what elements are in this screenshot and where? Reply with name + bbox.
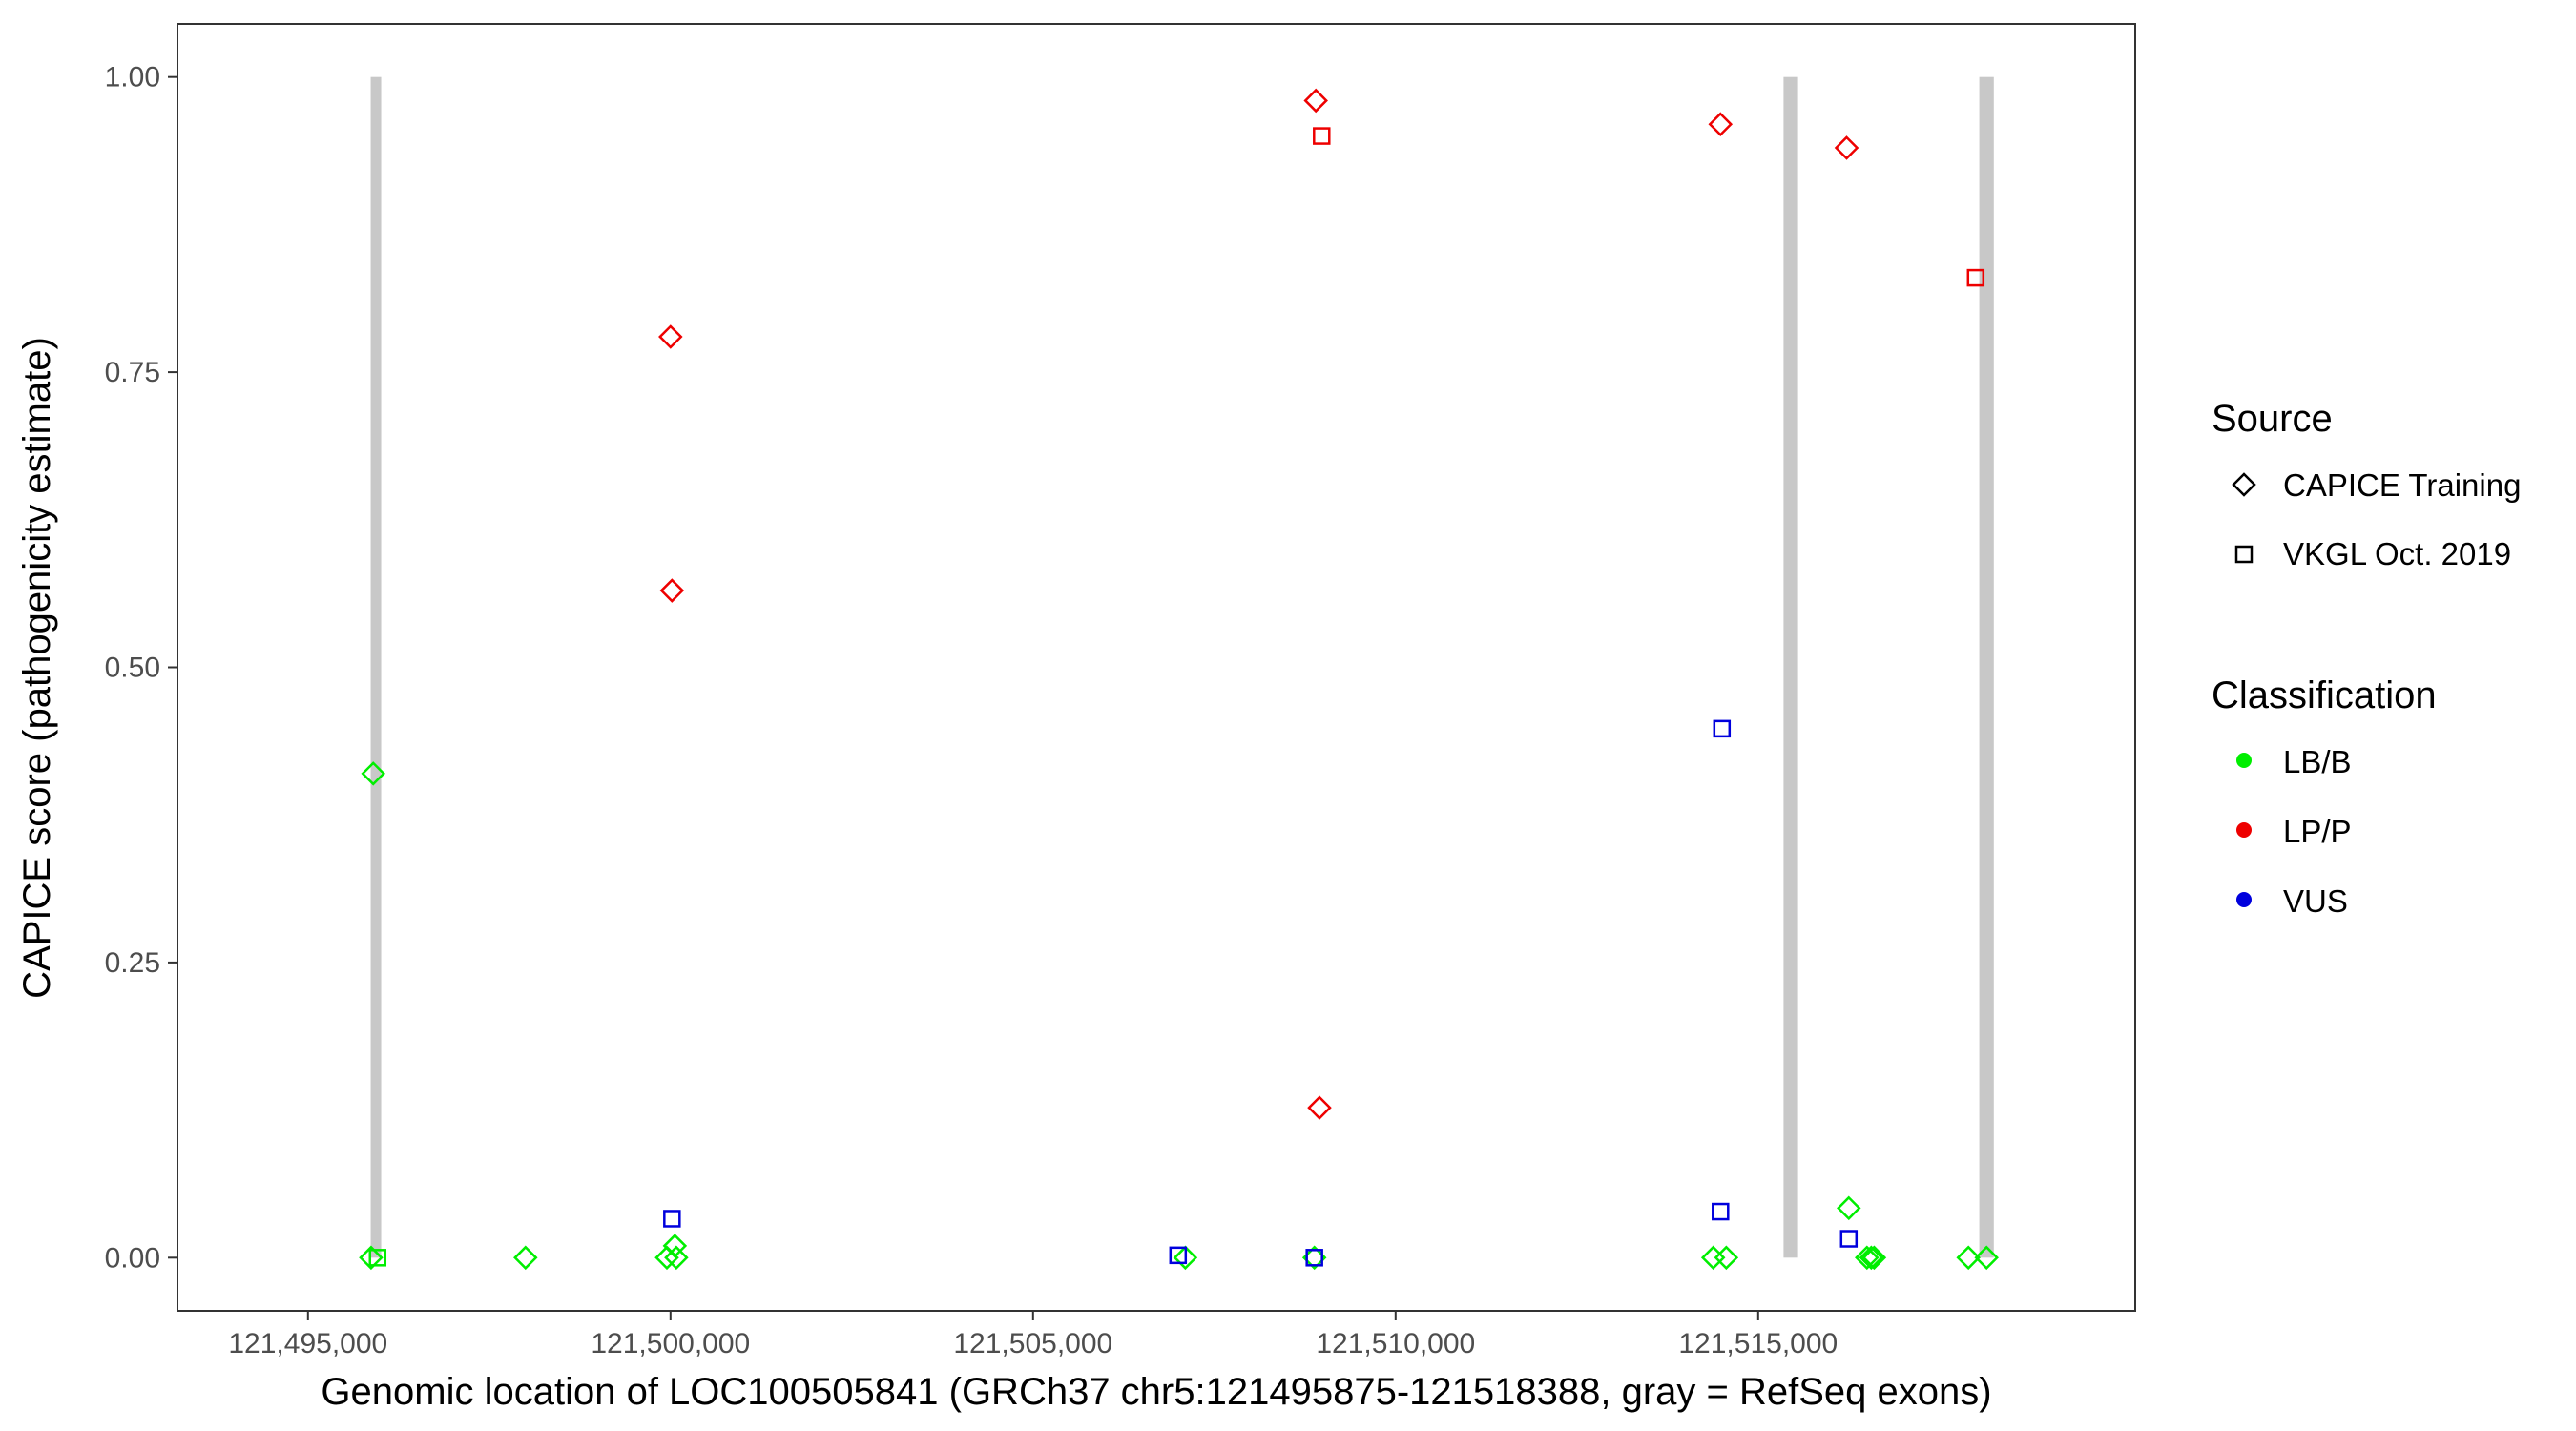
data-point-square (663, 1210, 681, 1228)
data-point-diamond (1974, 1245, 1999, 1271)
x-axis-title: Genomic location of LOC100505841 (GRCh37… (321, 1371, 1991, 1413)
x-tick-label: 121,510,000 (1316, 1328, 1475, 1359)
y-tick-label: 1.00 (105, 62, 160, 93)
data-point-diamond (1834, 135, 1859, 160)
legend-square-key (2234, 545, 2254, 564)
legend-label-vkgl: VKGL Oct. 2019 (2283, 536, 2511, 571)
data-point-square (368, 1249, 387, 1267)
legend-item-lp-p: LP/P (2236, 814, 2352, 849)
legend-item-capice-training: CAPICE Training (2232, 467, 2521, 503)
legend-item-vkgl: VKGL Oct. 2019 (2234, 536, 2511, 571)
legend-classification-title: Classification (2212, 674, 2437, 716)
x-tick-label: 121,505,000 (953, 1328, 1112, 1359)
data-point-diamond (659, 578, 685, 603)
exon-layer (370, 76, 1994, 1258)
legend-label-vus: VUS (2283, 883, 2348, 919)
legend-key-lb-b (2236, 753, 2252, 768)
data-point-diamond (359, 1245, 384, 1271)
data-point-diamond (1173, 1245, 1198, 1271)
data-point-diamond (1861, 1245, 1887, 1271)
data-point-diamond (513, 1245, 538, 1271)
legend: Source CAPICE Training VKGL Oct. 2019 Cl… (2212, 398, 2521, 919)
data-point-square (1966, 268, 1985, 287)
y-tick-label: 0.50 (105, 653, 160, 684)
data-point-diamond (1859, 1245, 1884, 1271)
exon-bar (370, 76, 382, 1258)
y-axis-title: CAPICE score (pathogenicity estimate) (16, 337, 58, 999)
data-point-diamond (1708, 112, 1734, 136)
data-point-diamond (1303, 88, 1328, 114)
data-point-diamond (1714, 1245, 1739, 1271)
legend-key-lp-p (2236, 822, 2252, 838)
x-axis: 121,495,000 121,500,000 121,505,000 121,510… (228, 1311, 1838, 1359)
data-point-square (1839, 1230, 1859, 1248)
data-point-diamond (1837, 1195, 1861, 1221)
legend-source-title: Source (2212, 398, 2333, 440)
y-tick-label: 0.25 (105, 947, 160, 979)
legend-item-lb-b: LB/B (2236, 744, 2352, 779)
data-point-diamond (1855, 1245, 1880, 1271)
x-tick-label: 121,495,000 (228, 1328, 387, 1359)
data-point-diamond (662, 1234, 688, 1258)
y-tick-label: 0.00 (105, 1242, 160, 1274)
x-tick-label: 121,500,000 (591, 1328, 750, 1359)
data-point-square (1712, 1202, 1730, 1221)
data-point-square (1169, 1246, 1188, 1265)
legend-key-vus (2236, 892, 2252, 907)
data-point-diamond (361, 761, 385, 786)
exon-bar (1783, 76, 1798, 1258)
legend-label-capice-training: CAPICE Training (2283, 467, 2521, 503)
y-tick-label: 0.75 (105, 357, 160, 388)
data-point-diamond (1956, 1245, 1981, 1271)
data-point-diamond (1307, 1095, 1332, 1120)
data-point-square (1313, 127, 1331, 145)
legend-label-lb-b: LB/B (2283, 744, 2352, 779)
exon-bar (1979, 76, 1994, 1258)
x-tick-label: 121,515,000 (1678, 1328, 1838, 1359)
data-point-diamond (658, 324, 683, 349)
y-axis: 0.00 0.25 0.50 0.75 1.00 (105, 62, 177, 1274)
data-point-square (1713, 719, 1732, 738)
data-point-diamond (664, 1245, 689, 1271)
point-layer (359, 88, 1999, 1271)
data-point-square (1305, 1249, 1323, 1267)
legend-label-lp-p: LP/P (2283, 814, 2352, 849)
legend-diamond-key (2232, 472, 2256, 497)
legend-item-vus: VUS (2236, 883, 2348, 919)
